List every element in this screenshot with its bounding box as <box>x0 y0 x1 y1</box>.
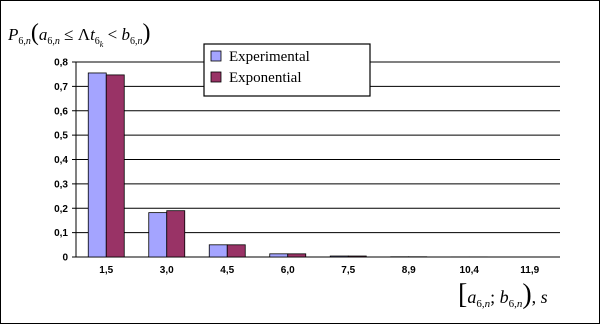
bar-exponential-0 <box>105 74 125 258</box>
svg-text:[a6,n; b6,n), s: [a6,n; b6,n), s <box>458 279 548 310</box>
bar-exponential-3 <box>287 253 307 258</box>
y-tick-label: 0,4 <box>54 155 68 166</box>
legend-label-exponential: Exponential <box>229 70 301 86</box>
legend-item-exponential: Exponential <box>210 70 301 86</box>
legend-swatch-experimental <box>210 50 222 62</box>
bars <box>87 72 549 258</box>
y-tick-label: 0,1 <box>54 228 68 239</box>
y-tick-label: 0,2 <box>54 204 68 215</box>
bar-exponential-4 <box>347 255 367 258</box>
x-tick-label: 11,9 <box>520 265 539 276</box>
bar-experimental-2 <box>208 244 228 258</box>
y-axis-ticks: 0 0,1 0,2 0,3 0,4 0,5 0,6 0,7 0,8 <box>54 58 76 264</box>
bar-exponential-2 <box>226 244 246 258</box>
x-axis-label: [a6,n; b6,n), s <box>458 279 548 310</box>
x-axis-ticks: 1,5 3,0 4,5 6,0 7,5 8,9 10,4 11,9 <box>76 256 560 276</box>
y-tick-label: 0,8 <box>54 58 68 69</box>
bar-experimental-0 <box>87 72 107 258</box>
x-tick-label: 8,9 <box>402 265 416 276</box>
x-tick-label: 3,0 <box>160 265 174 276</box>
y-tick-label: 0,7 <box>54 82 68 93</box>
x-tick-label: 7,5 <box>341 265 355 276</box>
y-tick-label: 0,5 <box>54 131 68 142</box>
y-tick-label: 0,3 <box>54 179 68 190</box>
bar-experimental-3 <box>269 253 289 258</box>
x-tick-label: 1,5 <box>99 265 113 276</box>
bar-experimental-4 <box>329 255 349 258</box>
legend-item-experimental: Experimental <box>210 49 310 65</box>
x-tick-label: 6,0 <box>281 265 295 276</box>
y-tick-label: 0,6 <box>54 106 68 117</box>
legend-swatch-exponential <box>210 71 222 83</box>
y-axis-label: P6,n(a6,n ≤ Λt6k < b6,n) <box>7 20 150 49</box>
legend: Experimental Exponential <box>203 43 371 97</box>
y-tick-label: 0 <box>62 253 68 264</box>
bar-exponential-1 <box>166 210 186 258</box>
x-tick-label: 4,5 <box>220 265 234 276</box>
bar-experimental-1 <box>148 212 168 258</box>
svg-text:P6,n(a6,n ≤ Λt6k < b6,n): P6,n(a6,n ≤ Λt6k < b6,n) <box>7 20 150 49</box>
legend-label-experimental: Experimental <box>229 49 310 65</box>
x-tick-label: 10,4 <box>460 265 480 276</box>
